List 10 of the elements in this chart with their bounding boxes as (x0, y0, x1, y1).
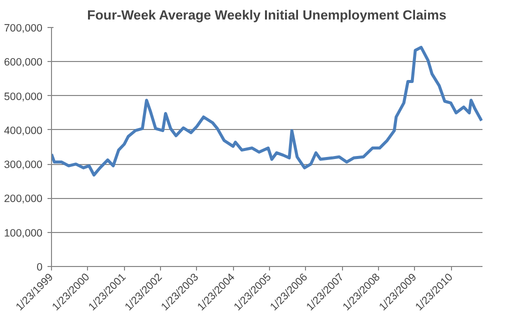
y-tick-label: 700,000 (4, 22, 43, 34)
y-tick-label: 600,000 (4, 56, 43, 69)
y-tick-label: 400,000 (4, 124, 43, 137)
y-tick-label: 100,000 (4, 227, 43, 240)
y-tick-label: 300,000 (4, 159, 43, 172)
y-tick-label: 0 (36, 262, 43, 274)
y-tick-label: 200,000 (4, 193, 43, 206)
line-series (52, 46, 482, 176)
chart-title: Four-Week Average Weekly Initial Unemployment Claims (87, 8, 446, 22)
y-tick-label: 500,000 (4, 90, 43, 103)
